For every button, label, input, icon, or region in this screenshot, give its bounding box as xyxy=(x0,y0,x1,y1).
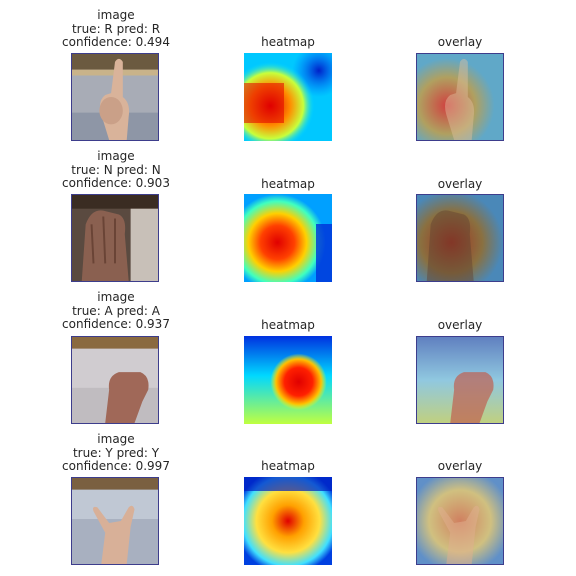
overlay-r xyxy=(416,53,504,141)
confidence-line: confidence: 0.997 xyxy=(62,459,170,473)
overlay-title-row3: overlay xyxy=(437,318,483,332)
label-line: true: A pred: A xyxy=(72,303,160,318)
heatmap-title-row4: heatmap xyxy=(261,459,315,473)
heatmap-title-row3: heatmap xyxy=(261,318,315,332)
confidence-line: confidence: 0.494 xyxy=(62,35,170,49)
image-caption: image xyxy=(97,8,135,22)
overlay-title-row4: overlay xyxy=(437,459,483,473)
heatmap-a xyxy=(244,336,332,424)
hand-photo-y xyxy=(71,477,159,565)
label-line: true: N pred: N xyxy=(71,162,161,177)
heatmap-title-row1: heatmap xyxy=(261,35,315,49)
image-caption: image xyxy=(97,432,135,446)
overlay-title-row1: overlay xyxy=(437,35,483,49)
image-title-row4: image true: Y pred: Y confidence: 0.997 xyxy=(56,432,176,474)
heatmap-title-row2: heatmap xyxy=(261,177,315,191)
label-line: true: Y pred: Y xyxy=(72,445,160,460)
overlay-n xyxy=(416,194,504,282)
confidence-line: confidence: 0.903 xyxy=(62,176,170,190)
overlay-title-row2: overlay xyxy=(437,177,483,191)
image-title-row3: image true: A pred: A confidence: 0.937 xyxy=(56,290,176,332)
overlay-y xyxy=(416,477,504,565)
heatmap-y xyxy=(244,477,332,565)
image-title-row1: image true: R pred: R confidence: 0.494 xyxy=(56,8,176,50)
hand-photo-a xyxy=(71,336,159,424)
confidence-line: confidence: 0.937 xyxy=(62,317,170,331)
hand-photo-n xyxy=(71,194,159,282)
image-caption: image xyxy=(97,149,135,163)
heatmap-n xyxy=(244,194,332,282)
image-caption: image xyxy=(97,290,135,304)
label-line: true: R pred: R xyxy=(71,21,161,36)
overlay-a xyxy=(416,336,504,424)
hand-photo-r xyxy=(71,53,159,141)
image-title-row2: image true: N pred: N confidence: 0.903 xyxy=(56,149,176,191)
heatmap-r xyxy=(244,53,332,141)
